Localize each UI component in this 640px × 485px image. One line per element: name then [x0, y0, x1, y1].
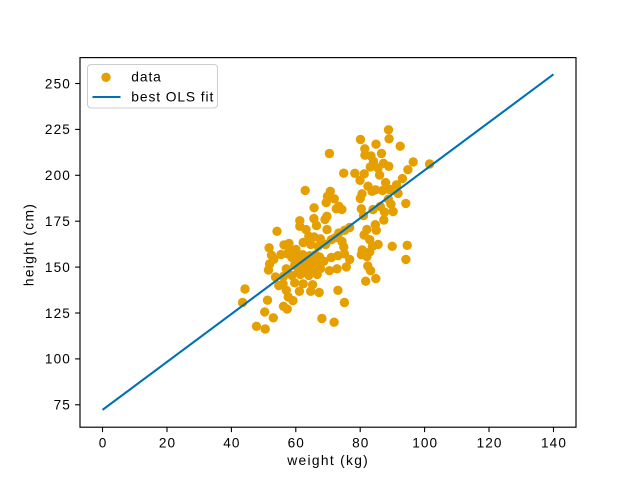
svg-text:250: 250 — [45, 76, 71, 91]
svg-text:0: 0 — [99, 436, 108, 451]
svg-text:data: data — [131, 70, 161, 85]
svg-text:best OLS fit: best OLS fit — [131, 89, 214, 104]
svg-text:120: 120 — [477, 436, 503, 451]
svg-text:200: 200 — [45, 168, 71, 183]
svg-text:100: 100 — [412, 436, 438, 451]
svg-text:100: 100 — [45, 352, 71, 367]
svg-text:weight (kg): weight (kg) — [286, 453, 369, 468]
svg-text:40: 40 — [223, 436, 240, 451]
svg-text:height (cm): height (cm) — [22, 203, 37, 286]
svg-text:80: 80 — [352, 436, 369, 451]
svg-text:75: 75 — [54, 398, 71, 413]
svg-text:125: 125 — [45, 306, 71, 321]
svg-text:60: 60 — [288, 436, 305, 451]
svg-text:140: 140 — [541, 436, 567, 451]
svg-text:150: 150 — [45, 260, 71, 275]
svg-text:175: 175 — [45, 214, 71, 229]
svg-text:225: 225 — [45, 122, 71, 137]
svg-text:20: 20 — [159, 436, 176, 451]
